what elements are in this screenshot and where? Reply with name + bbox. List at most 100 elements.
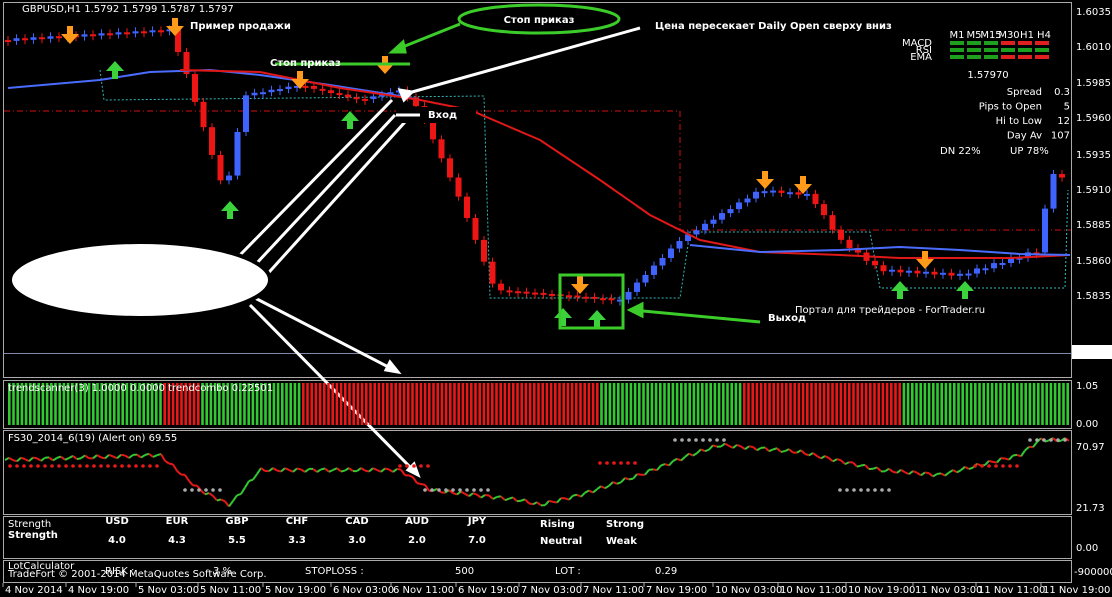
- price-tick: 1.5960: [1076, 113, 1111, 124]
- fs30-dot: [980, 464, 984, 468]
- scanner-bar: [528, 383, 532, 425]
- fs30-segment: [1052, 437, 1058, 443]
- scanner-bar: [520, 383, 523, 425]
- scanner-bar: [205, 383, 208, 425]
- fs30-segment: [952, 469, 958, 474]
- scanner-bar: [390, 383, 393, 425]
- currency: EUR: [166, 516, 189, 527]
- scanner-bar: [117, 383, 120, 425]
- scanner-bar: [373, 383, 376, 425]
- scanner-bar: [251, 383, 255, 425]
- fs30-segment: [956, 469, 962, 474]
- scanner-bar: [675, 383, 679, 425]
- fs30-dot: [626, 461, 630, 465]
- fs30-segment: [396, 467, 402, 471]
- scanner-bar: [415, 383, 418, 425]
- candle: [761, 191, 768, 194]
- scanner-bar: [604, 383, 607, 425]
- fs30-segment: [508, 496, 514, 500]
- scanner-bar: [701, 383, 704, 425]
- info-label: Spread: [1007, 87, 1042, 98]
- fs30-segment: [824, 455, 830, 460]
- fs30-segment: [208, 492, 214, 497]
- time-tick: 10 Nov 11:00: [780, 585, 847, 596]
- scanner-bar: [642, 383, 645, 425]
- scanner-bar: [1011, 383, 1015, 425]
- scanner-bar: [600, 383, 603, 425]
- fs30-dot: [1001, 464, 1005, 468]
- candle: [370, 96, 377, 99]
- signal-cell: [967, 41, 981, 45]
- fs30-segment: [296, 467, 302, 471]
- signal-cell: [1001, 55, 1015, 59]
- channel-line: [99, 69, 1069, 299]
- candle: [328, 90, 334, 94]
- scanner-bar: [533, 383, 536, 425]
- scanner-bar: [524, 383, 528, 425]
- fs30-dot: [987, 464, 991, 468]
- scanner-bar: [239, 383, 242, 425]
- candle: [387, 92, 394, 95]
- fs30-dot: [973, 464, 977, 468]
- fs30-dot: [1008, 464, 1012, 468]
- fs30-segment: [656, 464, 662, 471]
- fs30-segment: [324, 467, 330, 473]
- fs30-segment: [580, 491, 586, 498]
- fs30-segment: [844, 461, 850, 466]
- fs30-dot: [106, 464, 110, 468]
- fs30-segment: [288, 469, 294, 473]
- scanner-bar: [818, 383, 822, 425]
- fs30-segment: [860, 463, 866, 467]
- fs30-segment: [876, 466, 882, 473]
- scanner-bar: [495, 383, 498, 425]
- price-tick: 1.5910: [1076, 185, 1111, 196]
- scanner-bar: [806, 383, 809, 425]
- fs30-segment: [708, 444, 714, 451]
- info-value: 5: [1064, 102, 1070, 113]
- signal-cell: [1018, 48, 1032, 52]
- candle: [931, 271, 938, 275]
- candle: [727, 209, 734, 214]
- scanner-bar: [814, 383, 817, 425]
- candle: [124, 32, 130, 35]
- scanner-bar: [596, 383, 599, 425]
- up-arrow: [956, 281, 974, 299]
- scanner-bar: [587, 383, 591, 425]
- candle: [736, 202, 742, 210]
- candle: [115, 32, 122, 35]
- fs30-dot: [845, 488, 849, 492]
- axis-tick: 0.00: [1076, 419, 1098, 430]
- fs30-segment: [272, 467, 278, 472]
- fs30-segment: [920, 471, 926, 477]
- strength-legend: Strong: [606, 519, 644, 530]
- scanner-bar: [780, 383, 784, 425]
- fs30-segment: [832, 458, 838, 463]
- up-arrow: [891, 281, 909, 299]
- fs30-segment: [400, 469, 406, 476]
- scanner-bar: [365, 383, 368, 425]
- fs30-segment: [364, 469, 370, 473]
- scanner-bar: [264, 383, 267, 425]
- signal-cell: [984, 48, 998, 52]
- currency-strength: 3.3: [288, 535, 306, 546]
- fs30-segment: [76, 457, 82, 461]
- fs30-segment: [120, 453, 126, 457]
- exit-label: Выход: [768, 313, 806, 324]
- fs30-dot: [486, 488, 490, 492]
- fs30-segment: [740, 445, 746, 450]
- candle: [506, 290, 513, 293]
- scanner-bar: [549, 383, 553, 425]
- scanner-bar: [507, 383, 511, 425]
- candle: [957, 273, 963, 276]
- daily-open-line: [4, 110, 1071, 231]
- fs30-segment: [248, 478, 254, 482]
- fs30-segment: [500, 495, 506, 501]
- candle: [47, 36, 54, 39]
- signal-cell: [950, 41, 964, 45]
- scanner-bar: [625, 383, 628, 425]
- scanner-bar: [940, 383, 943, 425]
- fs30-segment: [676, 457, 682, 462]
- scanner-bar: [990, 383, 994, 425]
- window-frames: [3, 2, 1072, 583]
- fs30-segment: [344, 467, 350, 472]
